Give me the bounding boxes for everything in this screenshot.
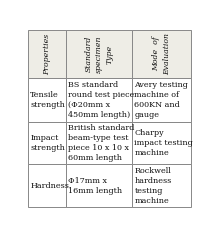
Text: Tensile
strength: Tensile strength [30,91,65,109]
Bar [66,30,132,78]
Bar [132,122,191,164]
Bar [132,30,191,78]
Bar [28,30,66,78]
Text: Rockwell
hardness
testing
machine: Rockwell hardness testing machine [134,167,172,205]
Bar [132,78,191,122]
Bar [28,78,66,122]
Text: Φ17mm x
16mm length: Φ17mm x 16mm length [68,177,122,195]
Text: Avery testing
machine of
600KN and
gauge: Avery testing machine of 600KN and gauge [134,81,188,119]
Text: Impact
strength: Impact strength [30,134,65,152]
Text: British standard
beam-type test
piece 10 x 10 x
60mm length: British standard beam-type test piece 10… [68,124,134,162]
Text: Hardness: Hardness [30,182,69,190]
Text: BS standard
round test piece
(Φ20mm x
450mm length): BS standard round test piece (Φ20mm x 45… [68,81,134,119]
Text: Mode  of
Evaluation: Mode of Evaluation [153,33,171,75]
Text: Properties: Properties [43,34,51,75]
Bar [28,122,66,164]
Bar [66,122,132,164]
Bar [66,78,132,122]
Bar [66,164,132,207]
Bar [132,164,191,207]
Bar [28,164,66,207]
Text: Charpy
impact testing
machine: Charpy impact testing machine [134,129,193,157]
Text: Standard
specimen
Type: Standard specimen Type [85,35,113,73]
